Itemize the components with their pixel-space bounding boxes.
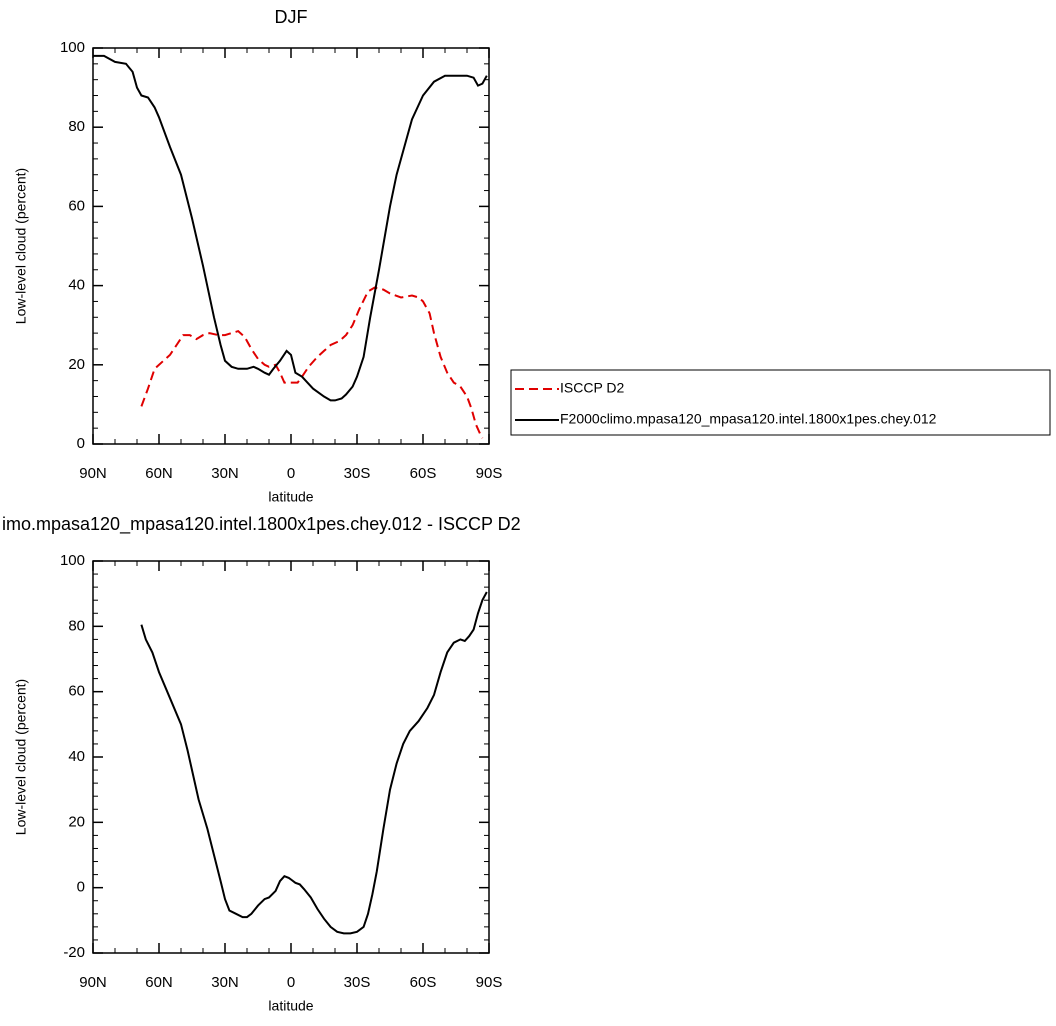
x-tick-label: 30N — [211, 465, 239, 482]
x-tick-label: 90S — [476, 465, 503, 482]
chart-title: DJF — [275, 7, 308, 27]
data-line — [140, 286, 484, 439]
x-tick-label: 90N — [79, 974, 107, 991]
y-tick-label: 40 — [68, 748, 85, 765]
y-tick-label: 80 — [68, 118, 85, 135]
data-line — [140, 591, 488, 935]
y-tick-label: 20 — [68, 813, 85, 830]
x-tick-label: 90N — [79, 465, 107, 482]
x-tick-label: 90S — [476, 974, 503, 991]
y-axis-label: Low-level cloud (percent) — [13, 168, 29, 324]
legend-label: F2000climo.mpasa120_mpasa120.intel.1800x… — [560, 411, 937, 427]
y-tick-label: 40 — [68, 277, 85, 294]
y-tick-label: 80 — [68, 617, 85, 634]
y-tick-label: 60 — [68, 197, 85, 214]
data-line — [93, 54, 488, 402]
x-tick-label: 30S — [344, 465, 371, 482]
y-tick-label: 0 — [77, 879, 85, 896]
x-tick-label: 30S — [344, 974, 371, 991]
x-tick-label: 30N — [211, 974, 239, 991]
x-tick-label: 60N — [145, 974, 173, 991]
y-axis-label: Low-level cloud (percent) — [13, 679, 29, 835]
plot-frame — [92, 560, 490, 954]
x-tick-label: 0 — [287, 974, 295, 991]
y-tick-label: -20 — [63, 944, 85, 961]
y-tick-label: 100 — [60, 39, 85, 56]
x-axis-label: latitude — [268, 489, 313, 505]
plot-frame — [92, 47, 490, 445]
x-axis-label: latitude — [268, 998, 313, 1014]
x-tick-label: 60S — [410, 974, 437, 991]
x-tick-label: 60N — [145, 465, 173, 482]
x-tick-label: 60S — [410, 465, 437, 482]
chart-title: imo.mpasa120_mpasa120.intel.1800x1pes.ch… — [2, 514, 521, 535]
legend-label: ISCCP D2 — [560, 380, 625, 396]
y-tick-label: 100 — [60, 552, 85, 569]
y-tick-label: 20 — [68, 356, 85, 373]
y-tick-label: 60 — [68, 683, 85, 700]
y-tick-label: 0 — [77, 435, 85, 452]
legend-box — [510, 369, 1051, 436]
x-tick-label: 0 — [287, 465, 295, 482]
